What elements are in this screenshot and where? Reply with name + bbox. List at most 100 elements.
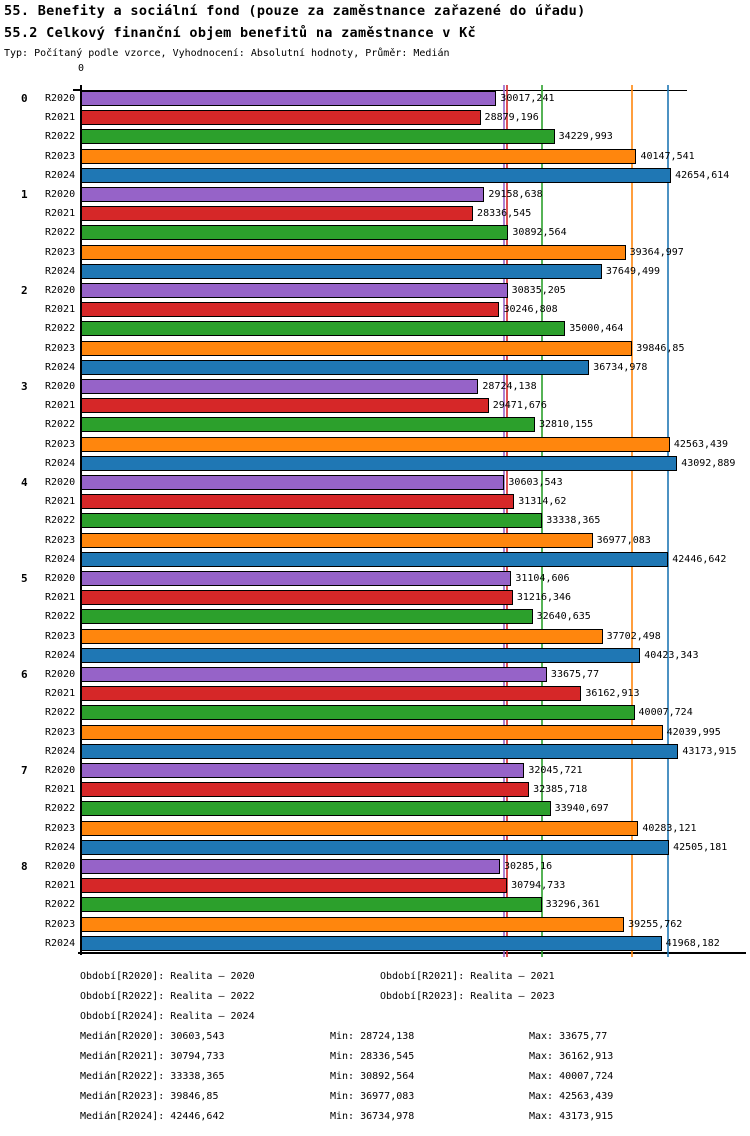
legend-stat-4-2: Max: 43173,915	[529, 1111, 614, 1122]
bar-0-R2022	[81, 129, 555, 144]
bar-1-R2023	[81, 245, 626, 260]
bar-7-R2020	[81, 763, 525, 778]
series-label-4-R2021: R2021	[45, 496, 76, 507]
series-label-7-R2021: R2021	[45, 784, 76, 795]
legend-stat-0-2: Max: 33675,77	[529, 1031, 608, 1042]
bar-value-2-R2024: 36734,978	[593, 362, 648, 373]
bar-value-7-R2024: 42505,181	[673, 842, 728, 853]
series-label-1-R2023: R2023	[45, 247, 76, 258]
series-label-6-R2022: R2022	[45, 707, 76, 718]
bar-1-R2024	[81, 264, 602, 279]
bar-value-8-R2022: 33296,361	[545, 899, 600, 910]
series-label-6-R2024: R2024	[45, 746, 76, 757]
series-label-4-R2024: R2024	[45, 554, 76, 565]
series-label-1-R2022: R2022	[45, 227, 76, 238]
series-label-2-R2020: R2020	[45, 285, 76, 296]
series-label-8-R2023: R2023	[45, 919, 76, 930]
bar-value-0-R2022: 34229,993	[558, 131, 613, 142]
chart-meta-line: Typ: Počítaný podle vzorce, Vyhodnocení:…	[4, 48, 450, 59]
bar-5-R2023	[81, 629, 603, 644]
series-label-0-R2021: R2021	[45, 112, 76, 123]
series-label-4-R2023: R2023	[45, 535, 76, 546]
x-axis-bottom-line	[78, 952, 746, 954]
bar-7-R2021	[81, 782, 530, 797]
bar-3-R2023	[81, 437, 670, 452]
group-label-7: 7	[21, 764, 28, 777]
series-label-4-R2022: R2022	[45, 515, 76, 526]
bar-value-1-R2023: 39364,997	[629, 247, 684, 258]
bar-value-2-R2020: 30835,205	[511, 285, 566, 296]
bar-5-R2022	[81, 609, 533, 624]
bar-7-R2024	[81, 840, 670, 855]
series-label-5-R2024: R2024	[45, 650, 76, 661]
series-label-3-R2023: R2023	[45, 439, 76, 450]
series-label-1-R2024: R2024	[45, 266, 76, 277]
bar-5-R2024	[81, 648, 641, 663]
bar-3-R2021	[81, 398, 489, 413]
bar-value-2-R2022: 35000,464	[569, 323, 624, 334]
legend-stat-3-1: Min: 36977,083	[330, 1091, 415, 1102]
bar-5-R2021	[81, 590, 513, 605]
legend-period-2-0: Období[R2024]: Realita – 2024	[80, 1011, 255, 1022]
legend-stat-4-1: Min: 36734,978	[330, 1111, 415, 1122]
series-label-5-R2023: R2023	[45, 631, 76, 642]
bar-value-3-R2022: 32810,155	[538, 419, 594, 430]
bar-value-3-R2024: 43092,889	[681, 458, 736, 469]
page-subtitle: 55.2 Celkový finanční objem benefitů na …	[4, 25, 476, 41]
series-label-8-R2024: R2024	[45, 938, 76, 949]
bar-value-2-R2021: 30246,808	[503, 304, 558, 315]
group-label-3: 3	[21, 380, 28, 393]
series-label-0-R2023: R2023	[45, 151, 76, 162]
series-label-7-R2023: R2023	[45, 823, 76, 834]
bar-6-R2022	[81, 705, 635, 720]
bar-value-3-R2023: 42563,439	[673, 439, 729, 450]
group-label-5: 5	[21, 572, 28, 585]
bar-8-R2024	[81, 936, 662, 951]
bar-4-R2023	[81, 533, 593, 548]
series-label-7-R2020: R2020	[45, 765, 76, 776]
series-label-4-R2020: R2020	[45, 477, 76, 488]
group-label-4: 4	[21, 476, 28, 489]
bar-value-6-R2024: 43173,915	[682, 746, 737, 757]
bar-value-4-R2024: 42446,642	[672, 554, 727, 565]
bar-value-7-R2021: 32385,718	[533, 784, 588, 795]
bar-value-3-R2021: 29471,676	[492, 400, 547, 411]
bar-value-0-R2020: 30017,241	[500, 93, 555, 104]
bar-value-0-R2021: 28879,196	[484, 112, 539, 123]
bar-5-R2020	[81, 571, 512, 586]
bar-value-8-R2024: 41968,182	[665, 938, 720, 949]
bar-value-1-R2022: 30892,564	[512, 227, 567, 238]
legend-stat-3-0: Medián[R2023]: 39846,85	[80, 1091, 219, 1102]
series-label-5-R2022: R2022	[45, 611, 76, 622]
bar-6-R2023	[81, 725, 663, 740]
bar-value-4-R2023: 36977,083	[596, 535, 651, 546]
bar-value-0-R2023: 40147,541	[640, 151, 695, 162]
series-label-8-R2020: R2020	[45, 861, 76, 872]
legend-stat-4-0: Medián[R2024]: 42446,642	[80, 1111, 225, 1122]
legend-period-1-0: Období[R2022]: Realita – 2022	[80, 991, 255, 1002]
series-label-0-R2020: R2020	[45, 93, 76, 104]
legend-stat-2-2: Max: 40007,724	[529, 1071, 614, 1082]
bar-4-R2024	[81, 552, 669, 567]
legend-stat-2-0: Medián[R2022]: 33338,365	[80, 1071, 225, 1082]
bar-value-4-R2022: 33338,365	[546, 515, 601, 526]
series-label-2-R2023: R2023	[45, 343, 76, 354]
bar-value-4-R2020: 30603,543	[508, 477, 563, 488]
bar-value-2-R2023: 39846,85	[636, 343, 685, 354]
legend-stat-3-2: Max: 42563,439	[529, 1091, 614, 1102]
bar-7-R2023	[81, 821, 639, 836]
bar-value-8-R2023: 39255,762	[628, 919, 683, 930]
x-axis-top-line	[81, 90, 687, 91]
series-label-8-R2021: R2021	[45, 880, 76, 891]
group-label-2: 2	[21, 284, 28, 297]
bar-0-R2023	[81, 149, 637, 164]
axis-origin-label: 0	[77, 63, 85, 74]
bar-0-R2021	[81, 110, 481, 125]
bar-2-R2022	[81, 321, 566, 336]
bar-value-7-R2023: 40283,121	[642, 823, 697, 834]
series-label-3-R2020: R2020	[45, 381, 76, 392]
bar-2-R2024	[81, 360, 590, 375]
bar-3-R2024	[81, 456, 678, 471]
bar-0-R2020	[81, 91, 497, 106]
